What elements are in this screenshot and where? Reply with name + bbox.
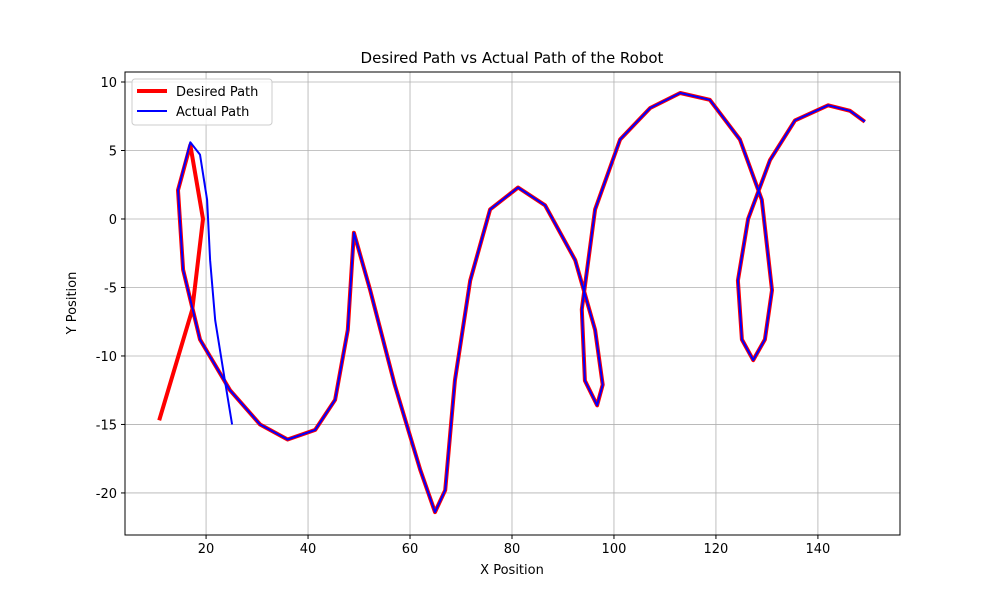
legend: Desired Path Actual Path <box>131 78 273 126</box>
x-axis-label: X Position <box>480 563 544 578</box>
x-tick-label: 120 <box>704 542 729 557</box>
legend-label: Actual Path <box>176 105 249 120</box>
y-axis-label: Y Position <box>65 272 80 336</box>
y-tick-label: -15 <box>96 418 117 433</box>
data-line <box>177 92 866 514</box>
x-tick-label: 20 <box>198 542 215 557</box>
x-tick-label: 100 <box>602 542 627 557</box>
plot-frame <box>124 71 901 536</box>
legend-label: Desired Path <box>176 85 258 100</box>
y-tick-label: -10 <box>96 350 117 365</box>
x-tick-label: 80 <box>504 542 521 557</box>
x-tick-label: 140 <box>805 542 830 557</box>
y-tick-label: -5 <box>104 281 117 296</box>
x-tick-label: 40 <box>300 542 317 557</box>
y-tick-label: 0 <box>109 213 117 228</box>
y-tick-label: -20 <box>96 487 117 502</box>
chart-title: Desired Path vs Actual Path of the Robot <box>361 49 664 67</box>
y-tick-label: 5 <box>109 144 117 159</box>
x-tick-label: 60 <box>402 542 419 557</box>
y-tick-label: 10 <box>100 76 117 91</box>
